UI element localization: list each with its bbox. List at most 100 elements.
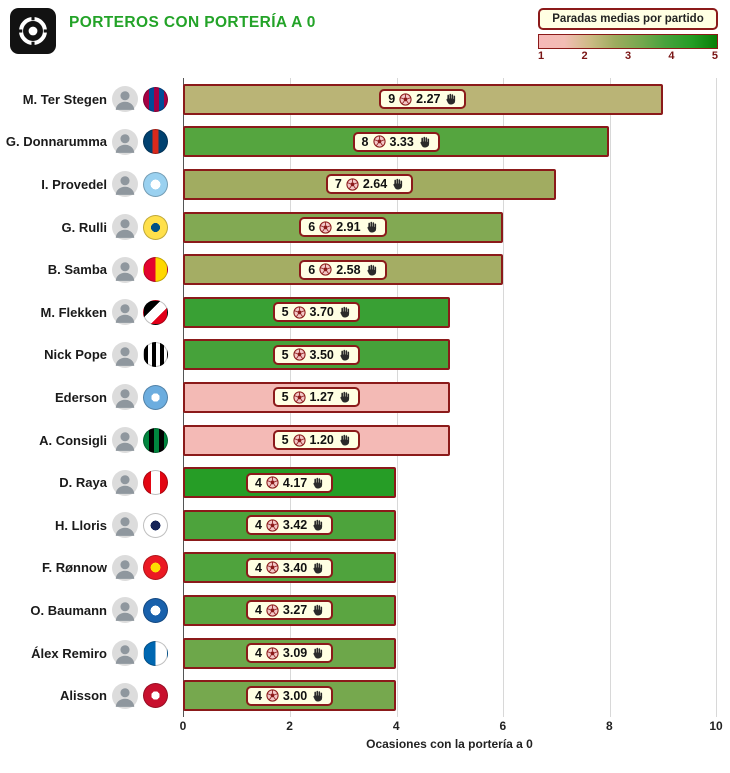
club-crest-union-berlin <box>143 555 168 581</box>
saves-average: 3.09 <box>282 646 308 661</box>
player-name: O. Baumann <box>30 602 107 618</box>
bar-value-pill: 5 1.27 <box>272 387 360 408</box>
player-name: H. Lloris <box>54 517 107 533</box>
football-icon <box>292 433 306 447</box>
football-icon <box>266 689 279 702</box>
player-name: B. Samba <box>47 262 107 278</box>
player-name: Álex Remiro <box>31 645 107 661</box>
colorbar-tick-label: 4 <box>668 50 675 62</box>
goalkeeper-row: I. Provedel 7 2.64 <box>0 163 730 206</box>
colorbar-tick-label: 1 <box>538 50 545 62</box>
football-icon <box>266 561 279 574</box>
saves-average: 2.91 <box>336 220 361 235</box>
clean-sheets-bar: 7 2.64 <box>183 168 557 200</box>
x-tick-label: 10 <box>709 718 723 733</box>
colorbar-tick-label: 3 <box>624 50 632 62</box>
saves-average: 1.27 <box>309 390 334 405</box>
player-name: A. Consigli <box>39 432 107 448</box>
player-name: Ederson <box>54 389 107 405</box>
saves-average: 4.17 <box>282 475 308 490</box>
clean-sheets-count: 8 <box>361 134 369 149</box>
player-avatar <box>112 640 138 667</box>
football-icon <box>319 220 332 234</box>
bar-value-pill: 6 2.91 <box>299 217 387 238</box>
goalkeeper-glove-icon <box>313 605 323 616</box>
goalkeeper-row: Ederson 5 1.27 <box>0 376 730 419</box>
player-name: F. Rønnow <box>42 560 107 576</box>
row-plot: 9 2.27 <box>183 78 716 121</box>
clean-sheets-count: 9 <box>388 92 396 107</box>
bar-value-pill: 9 2.27 <box>379 89 467 110</box>
goalkeeper-row: B. Samba 6 2.58 <box>0 248 730 291</box>
row-plot: 8 3.33 <box>183 121 716 164</box>
club-crest-barcelona <box>143 86 168 112</box>
saves-average: 1.20 <box>309 433 334 448</box>
goalkeeper-row: D. Raya 4 4.17 <box>0 461 730 504</box>
clean-sheets-count: 4 <box>254 646 262 661</box>
clean-sheets-count: 4 <box>254 475 262 490</box>
clean-sheets-bar: 4 3.42 <box>183 509 397 541</box>
row-label: I. Provedel <box>0 171 183 198</box>
bar-value-pill: 5 3.50 <box>272 344 360 365</box>
saves-average: 3.00 <box>282 688 308 703</box>
goalkeeper-glove-icon <box>313 690 323 702</box>
colorbar-gradient <box>538 34 718 49</box>
row-plot: 4 3.42 <box>183 504 716 547</box>
x-tick-label: 2 <box>286 718 293 733</box>
row-label: Alisson <box>0 682 183 709</box>
goalkeeper-row: Álex Remiro 4 3.09 <box>0 632 730 675</box>
bar-value-pill: 7 2.64 <box>325 174 414 195</box>
row-label: D. Raya <box>0 469 183 496</box>
x-tick-label: 4 <box>392 718 400 733</box>
bar-value-pill: 8 3.33 <box>352 131 440 152</box>
player-avatar <box>112 682 138 709</box>
row-label: Álex Remiro <box>0 640 183 667</box>
player-avatar <box>112 384 138 411</box>
goalkeeper-row: F. Rønnow 4 3.40 <box>0 547 730 590</box>
clean-sheets-count: 6 <box>308 220 316 235</box>
saves-average: 3.42 <box>282 518 308 533</box>
row-plot: 4 4.17 <box>183 461 716 504</box>
football-icon <box>372 135 386 149</box>
saves-average: 2.27 <box>416 92 441 107</box>
saves-average: 3.50 <box>309 347 334 362</box>
gridline <box>609 78 611 717</box>
player-avatar <box>112 341 138 368</box>
football-icon <box>266 604 279 617</box>
saves-average: 2.58 <box>336 262 361 277</box>
clean-sheets-count: 6 <box>308 262 316 277</box>
saves-colorbar-legend: Paradas medias por partido 1 2 3 4 5 <box>538 8 718 62</box>
clean-sheets-bar: 9 2.27 <box>183 83 663 115</box>
player-avatar <box>112 469 138 496</box>
goalkeeper-row: H. Lloris 4 3.42 <box>0 504 730 547</box>
player-name: G. Rulli <box>61 219 108 235</box>
clean-sheets-bar: 4 3.00 <box>183 680 397 712</box>
player-name: Alisson <box>60 688 107 704</box>
gridline <box>503 78 505 717</box>
row-plot: 5 1.20 <box>183 419 716 462</box>
club-crest-hoffenheim <box>143 597 168 623</box>
football-icon <box>292 348 306 361</box>
goalkeeper-row: M. Ter Stegen 9 2.27 <box>0 78 730 121</box>
football-icon <box>266 476 279 489</box>
bar-value-pill: 6 2.58 <box>299 259 387 280</box>
clean-sheets-bar: 4 3.40 <box>183 552 397 584</box>
goalkeeper-glove-icon <box>313 562 323 574</box>
row-plot: 5 3.70 <box>183 291 716 334</box>
football-icon <box>319 263 332 276</box>
club-crest-psg <box>143 129 168 155</box>
row-plot: 4 3.40 <box>183 547 716 590</box>
club-crest-brentford <box>143 470 168 496</box>
row-label: B. Samba <box>0 256 183 283</box>
clean-sheets-count: 5 <box>281 433 289 448</box>
clean-sheets-count: 4 <box>254 603 262 618</box>
player-avatar <box>112 554 138 581</box>
football-icon <box>399 93 412 106</box>
goalkeeper-glove-icon <box>313 477 323 489</box>
row-plot: 6 2.91 <box>183 206 716 249</box>
goalkeeper-row: G. Donnarumma 8 3.33 <box>0 121 730 164</box>
row-plot: 5 1.27 <box>183 376 716 419</box>
colorbar-tick-label: 2 <box>581 50 588 62</box>
player-avatar <box>112 256 138 283</box>
football-icon <box>266 646 279 660</box>
